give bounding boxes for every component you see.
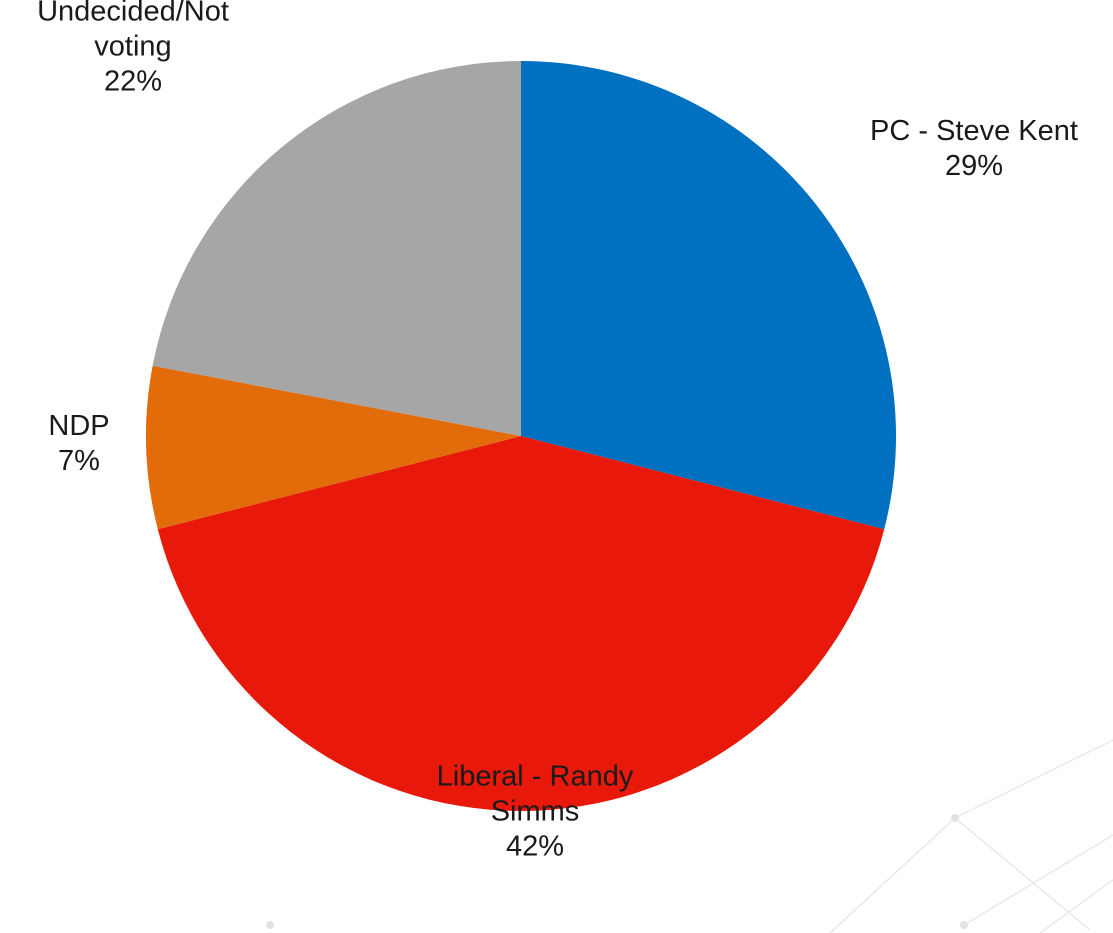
slice-value-label: 29% (945, 150, 1003, 182)
slice-name-label: NDP (48, 410, 109, 442)
background-decoration (266, 739, 1113, 933)
pie-slice-1 (157, 436, 885, 812)
slice-value-label: 42% (506, 831, 564, 863)
slice-label-2: NDP 7% (48, 410, 109, 477)
slice-label-0: PC - Steve Kent 29% (870, 115, 1078, 182)
slice-name-label: Undecided/Not (37, 0, 229, 28)
decoration-dot (266, 921, 274, 929)
decoration-dot (960, 921, 968, 929)
slice-name-label: PC - Steve Kent (870, 115, 1078, 147)
slice-name-label: Simms (491, 796, 580, 828)
slice-value-label: 22% (104, 66, 162, 98)
slice-label-1: Liberal - Randy Simms 42% (437, 761, 634, 863)
slice-name-label: voting (94, 31, 171, 63)
decoration-dot (951, 814, 959, 822)
pie-slices (145, 61, 897, 812)
decoration-line (963, 834, 1113, 926)
slice-label-3: Undecided/Not voting 22% (37, 0, 229, 98)
slice-name-label: Liberal - Randy (437, 761, 634, 793)
decoration-line (954, 739, 1113, 819)
pie-slice-3 (152, 61, 521, 436)
pie-slice-0 (521, 61, 897, 530)
pie-labels: PC - Steve Kent 29% Liberal - Randy Simms 42… (37, 0, 1078, 863)
decoration-line (954, 817, 1091, 931)
decoration-line (829, 817, 956, 933)
pie-slice-2 (145, 365, 521, 530)
decoration-line (1039, 879, 1113, 933)
slice-value-label: 7% (58, 445, 100, 477)
